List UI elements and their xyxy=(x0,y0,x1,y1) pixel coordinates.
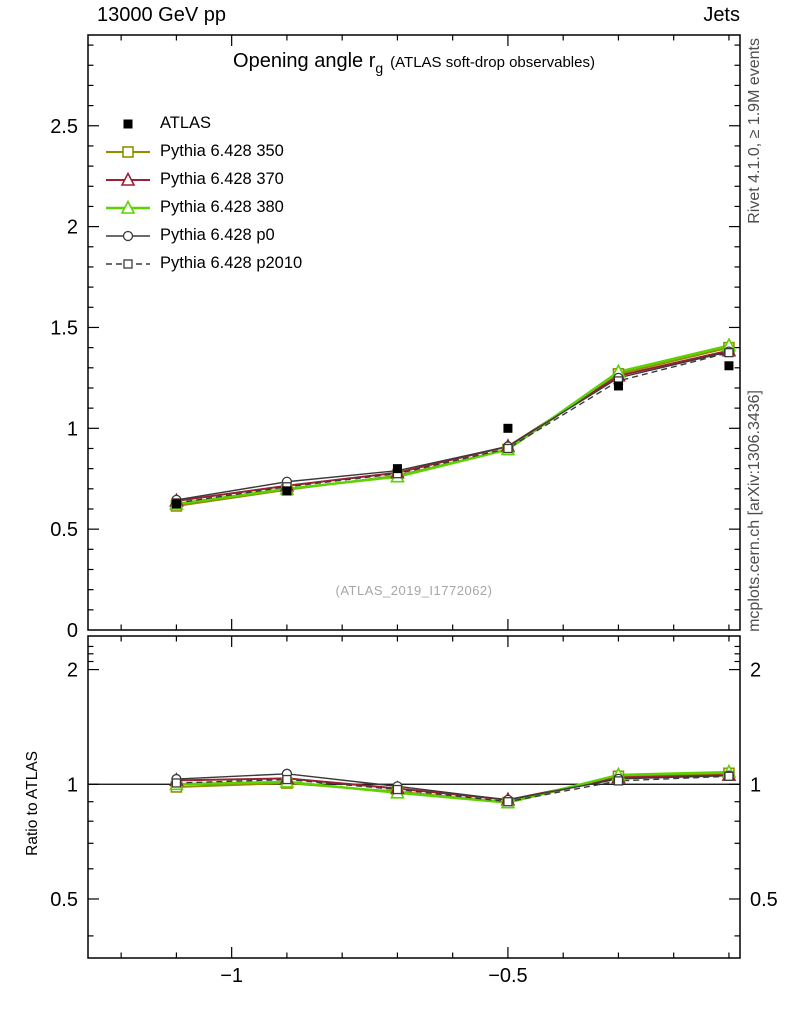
legend-marker-pythia-370 xyxy=(105,171,151,189)
legend-item-pythia-350: Pythia 6.428 350 xyxy=(105,142,302,161)
plot-title-subscript: g xyxy=(375,60,384,76)
legend-label: Pythia 6.428 p0 xyxy=(160,226,275,244)
svg-text:1: 1 xyxy=(750,774,761,796)
svg-text:2: 2 xyxy=(750,660,761,682)
svg-text:2.5: 2.5 xyxy=(50,116,78,138)
legend-label: Pythia 6.428 370 xyxy=(160,170,284,188)
rivet-version-note: Rivet 4.1.0, ≥ 1.9M events xyxy=(746,38,763,224)
plot-title-suffix: (ATLAS soft-drop observables) xyxy=(390,54,595,71)
legend-marker-pythia-350 xyxy=(105,143,151,161)
legend-marker-pythia-p2010 xyxy=(105,255,151,273)
svg-text:−1: −1 xyxy=(220,965,243,987)
legend-marker-atlas xyxy=(105,115,151,133)
ratio-axis-label: Ratio to ATLAS xyxy=(24,751,41,856)
legend-label: Pythia 6.428 350 xyxy=(160,142,284,160)
legend-label: ATLAS xyxy=(160,114,212,132)
legend-item-pythia-370: Pythia 6.428 370 xyxy=(105,170,302,189)
legend-item-pythia-p2010: Pythia 6.428 p2010 xyxy=(105,254,302,273)
svg-text:−0.5: −0.5 xyxy=(488,965,527,987)
legend-label: Pythia 6.428 380 xyxy=(160,198,284,216)
svg-text:0: 0 xyxy=(67,620,78,642)
legend-item-pythia-p0: Pythia 6.428 p0 xyxy=(105,226,302,245)
mcplots-citation-note: mcplots.cern.ch [arXiv:1306.3436] xyxy=(746,390,763,632)
legend-marker-pythia-380 xyxy=(105,199,151,217)
svg-text:0.5: 0.5 xyxy=(50,519,78,541)
legend-label: Pythia 6.428 p2010 xyxy=(160,254,303,272)
svg-text:2: 2 xyxy=(67,217,78,239)
svg-text:1.5: 1.5 xyxy=(50,317,78,339)
legend-item-atlas: ATLAS xyxy=(105,114,302,133)
beam-energy-label: 13000 GeV pp xyxy=(97,4,226,26)
svg-text:0.5: 0.5 xyxy=(750,889,778,911)
legend-marker-pythia-p0 xyxy=(105,227,151,245)
svg-text:1: 1 xyxy=(67,418,78,440)
plot-title-text: Opening angle r xyxy=(233,50,376,72)
svg-text:0.5: 0.5 xyxy=(50,889,78,911)
process-label: Jets xyxy=(703,4,740,26)
svg-text:1: 1 xyxy=(67,774,78,796)
plot-title: Opening angle rg (ATLAS soft-drop observa… xyxy=(88,50,740,76)
svg-text:2: 2 xyxy=(67,660,78,682)
legend: ATLAS Pythia 6.428 350 Pythia 6.428 370 … xyxy=(105,114,302,273)
legend-item-pythia-380: Pythia 6.428 380 xyxy=(105,198,302,217)
analysis-id-watermark: (ATLAS_2019_I1772062) xyxy=(335,583,493,598)
